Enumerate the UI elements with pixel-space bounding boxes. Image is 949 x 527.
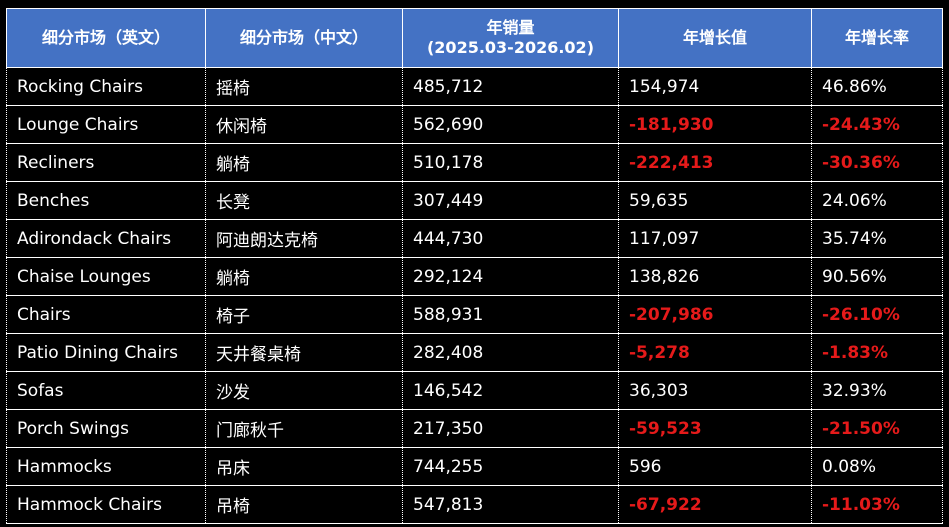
header-annual-sales: 年销量 (2025.03-2026.02)	[402, 8, 619, 68]
cell-growth-rate: -24.43%	[811, 105, 943, 144]
cell-segment-en: Sofas	[6, 371, 206, 410]
cell-growth-rate: 35.74%	[811, 219, 943, 258]
cell-segment-en: Patio Dining Chairs	[6, 333, 206, 372]
table-body: Rocking Chairs 摇椅 485,712 154,974 46.86% Loun…	[6, 67, 943, 524]
cell-segment-en: Porch Swings	[6, 409, 206, 448]
cell-growth-rate: -11.03%	[811, 485, 943, 524]
cell-segment-zh: 沙发	[205, 371, 403, 410]
table-row: Chairs 椅子 588,931 -207,986 -26.10%	[6, 295, 943, 334]
cell-growth-rate: 90.56%	[811, 257, 943, 296]
header-annual-sales-period: (2025.03-2026.02)	[426, 38, 594, 57]
cell-growth-value: -5,278	[618, 333, 812, 372]
table-row: Recliners 躺椅 510,178 -222,413 -30.36%	[6, 143, 943, 182]
header-growth-rate: 年增长率	[811, 8, 943, 68]
cell-segment-en: Lounge Chairs	[6, 105, 206, 144]
table-row: Sofas 沙发 146,542 36,303 32.93%	[6, 371, 943, 410]
table-row: Adirondack Chairs 阿迪朗达克椅 444,730 117,097 35.…	[6, 219, 943, 258]
cell-annual-sales: 744,255	[402, 447, 619, 486]
table-row: Rocking Chairs 摇椅 485,712 154,974 46.86%	[6, 67, 943, 106]
cell-growth-rate: 0.08%	[811, 447, 943, 486]
cell-growth-rate: -21.50%	[811, 409, 943, 448]
cell-growth-value: -67,922	[618, 485, 812, 524]
table-row: Benches 长凳 307,449 59,635 24.06%	[6, 181, 943, 220]
cell-growth-rate: 46.86%	[811, 67, 943, 106]
cell-segment-zh: 躺椅	[205, 257, 403, 296]
cell-growth-value: -59,523	[618, 409, 812, 448]
cell-annual-sales: 307,449	[402, 181, 619, 220]
table-header-row: 细分市场（英文） 细分市场（中文） 年销量 (2025.03-2026.02) …	[6, 8, 943, 68]
cell-annual-sales: 217,350	[402, 409, 619, 448]
cell-growth-rate: 24.06%	[811, 181, 943, 220]
cell-annual-sales: 146,542	[402, 371, 619, 410]
table-row: Lounge Chairs 休闲椅 562,690 -181,930 -24.43%	[6, 105, 943, 144]
table-row: Hammocks 吊床 744,255 596 0.08%	[6, 447, 943, 486]
cell-segment-zh: 摇椅	[205, 67, 403, 106]
cell-annual-sales: 444,730	[402, 219, 619, 258]
cell-segment-en: Adirondack Chairs	[6, 219, 206, 258]
cell-growth-value: 154,974	[618, 67, 812, 106]
sales-table: 细分市场（英文） 细分市场（中文） 年销量 (2025.03-2026.02) …	[6, 8, 943, 524]
cell-growth-value: 36,303	[618, 371, 812, 410]
cell-segment-en: Chaise Lounges	[6, 257, 206, 296]
cell-segment-en: Hammocks	[6, 447, 206, 486]
cell-growth-rate: -1.83%	[811, 333, 943, 372]
cell-segment-zh: 休闲椅	[205, 105, 403, 144]
cell-annual-sales: 510,178	[402, 143, 619, 182]
cell-segment-zh: 长凳	[205, 181, 403, 220]
cell-growth-rate: 32.93%	[811, 371, 943, 410]
cell-annual-sales: 292,124	[402, 257, 619, 296]
table-row: Patio Dining Chairs 天井餐桌椅 282,408 -5,278 -1.…	[6, 333, 943, 372]
cell-growth-value: -222,413	[618, 143, 812, 182]
cell-segment-en: Recliners	[6, 143, 206, 182]
cell-segment-zh: 躺椅	[205, 143, 403, 182]
cell-segment-en: Chairs	[6, 295, 206, 334]
cell-annual-sales: 562,690	[402, 105, 619, 144]
cell-annual-sales: 282,408	[402, 333, 619, 372]
header-segment-en: 细分市场（英文）	[6, 8, 206, 68]
cell-segment-zh: 椅子	[205, 295, 403, 334]
cell-segment-zh: 吊椅	[205, 485, 403, 524]
cell-growth-value: 596	[618, 447, 812, 486]
cell-growth-value: -207,986	[618, 295, 812, 334]
table-row: Hammock Chairs 吊椅 547,813 -67,922 -11.03%	[6, 485, 943, 524]
cell-growth-value: 117,097	[618, 219, 812, 258]
header-segment-zh: 细分市场（中文）	[205, 8, 403, 68]
table-row: Chaise Lounges 躺椅 292,124 138,826 90.56%	[6, 257, 943, 296]
header-growth-value: 年增长值	[618, 8, 812, 68]
cell-segment-en: Benches	[6, 181, 206, 220]
table-row: Porch Swings 门廊秋千 217,350 -59,523 -21.50%	[6, 409, 943, 448]
cell-segment-zh: 门廊秋千	[205, 409, 403, 448]
header-annual-sales-label: 年销量	[486, 18, 535, 37]
cell-growth-value: 138,826	[618, 257, 812, 296]
cell-segment-zh: 吊床	[205, 447, 403, 486]
cell-annual-sales: 485,712	[402, 67, 619, 106]
cell-growth-rate: -30.36%	[811, 143, 943, 182]
cell-growth-value: 59,635	[618, 181, 812, 220]
cell-segment-zh: 阿迪朗达克椅	[205, 219, 403, 258]
cell-annual-sales: 588,931	[402, 295, 619, 334]
cell-growth-rate: -26.10%	[811, 295, 943, 334]
cell-growth-value: -181,930	[618, 105, 812, 144]
cell-segment-en: Hammock Chairs	[6, 485, 206, 524]
cell-segment-en: Rocking Chairs	[6, 67, 206, 106]
cell-segment-zh: 天井餐桌椅	[205, 333, 403, 372]
cell-annual-sales: 547,813	[402, 485, 619, 524]
